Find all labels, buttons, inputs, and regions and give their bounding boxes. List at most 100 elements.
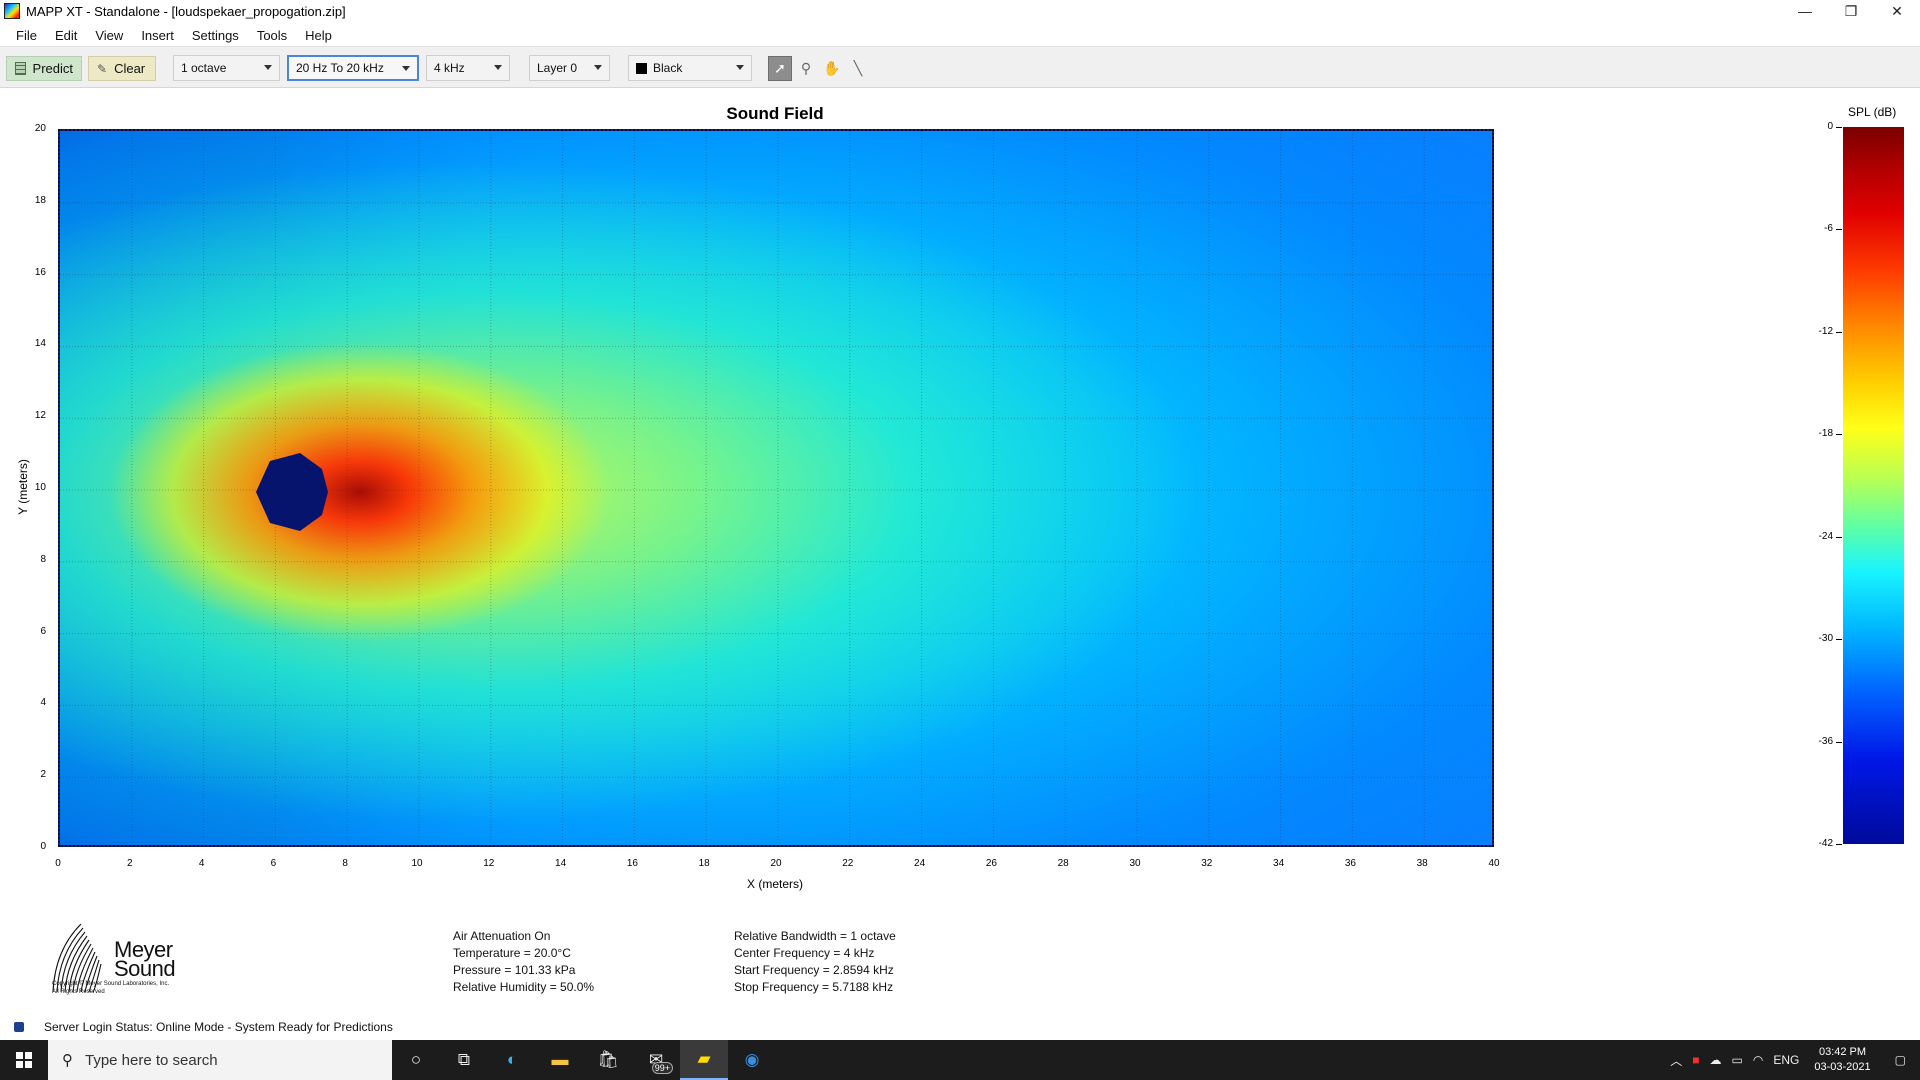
edge-browser-icon[interactable]: ◐ — [506, 1050, 518, 1069]
bandwidth-dropdown[interactable]: 1 octave — [173, 55, 280, 81]
x-tick-label: 34 — [1273, 858, 1285, 869]
frequency-info: Relative Bandwidth = 1 octave Center Fre… — [734, 929, 896, 994]
minimize-button[interactable]: — — [1798, 3, 1812, 19]
y-tick-label: 18 — [34, 194, 46, 206]
predict-button[interactable]: Predict — [6, 56, 82, 81]
x-tick-label: 10 — [411, 858, 423, 869]
meyer-sound-logo-icon — [52, 923, 102, 993]
task-view-icon[interactable]: ⧉ — [457, 1050, 471, 1069]
firefox-icon[interactable]: ◉ — [744, 1050, 760, 1069]
battery-icon[interactable]: ▭ — [1731, 1053, 1743, 1067]
sound-field-plot[interactable] — [58, 129, 1494, 847]
y-axis-label: Y (meters) — [16, 459, 30, 515]
zoom-icon[interactable]: ⚲ — [800, 60, 812, 76]
language-indicator[interactable]: ENG — [1773, 1053, 1800, 1067]
predict-label: Predict — [32, 61, 73, 76]
calculator-icon — [15, 62, 26, 75]
y-tick-label: 12 — [34, 410, 46, 422]
notification-icon[interactable]: ▢ — [1894, 1053, 1906, 1067]
bandwidth-value: 1 octave — [181, 61, 227, 75]
center-frequency-value: 4 kHz — [434, 61, 465, 75]
mail-icon[interactable]: ✉ 99+ — [632, 1040, 680, 1080]
x-tick-label: 14 — [555, 858, 567, 869]
search-placeholder: Type here to search — [85, 1051, 218, 1069]
x-tick-label: 30 — [1129, 858, 1141, 869]
windows-logo-icon — [16, 1052, 32, 1068]
menu-settings[interactable]: Settings — [191, 27, 239, 43]
search-icon: ⚲ — [62, 1052, 73, 1069]
select-arrow-icon[interactable]: ➚ — [768, 56, 792, 81]
color-dropdown[interactable]: Black — [628, 55, 752, 81]
menu-tools[interactable]: Tools — [256, 27, 288, 43]
menu-help[interactable]: Help — [305, 27, 332, 43]
file-explorer-icon[interactable]: ▬ — [551, 1050, 569, 1069]
plot-title: Sound Field — [726, 104, 824, 123]
x-tick-label: 26 — [985, 858, 997, 869]
y-tick-label: 6 — [40, 625, 46, 637]
menu-file[interactable]: File — [16, 27, 37, 43]
x-tick-label: 40 — [1488, 858, 1500, 869]
menu-bar: File Edit View Insert Settings Tools Hel… — [0, 24, 1920, 46]
y-tick-label: 16 — [34, 266, 46, 278]
colorbar-tick-label: -18 — [1793, 428, 1842, 439]
x-tick-label: 20 — [770, 858, 782, 869]
restore-button[interactable]: ❐ — [1844, 2, 1858, 19]
measure-line-icon[interactable]: ╲ — [853, 60, 863, 76]
x-tick-label: 8 — [342, 858, 348, 869]
server-status-text: Server Login Status: Online Mode - Syste… — [44, 1020, 393, 1034]
x-tick-label: 16 — [626, 858, 638, 869]
colorbar-tick-label: -24 — [1793, 531, 1842, 542]
taskbar-search[interactable]: ⚲ Type here to search — [48, 1040, 392, 1080]
color-swatch — [636, 62, 647, 74]
colorbar-tick-label: 0 — [1793, 121, 1842, 132]
cortana-icon[interactable]: ○ — [410, 1050, 422, 1069]
layer-dropdown[interactable]: Layer 0 — [529, 55, 610, 81]
x-tick-label: 22 — [842, 858, 854, 869]
lock-icon — [14, 1022, 24, 1032]
system-tray: ︿ ■ ☁ ▭ ◠ ENG 03:42 PM 03-03-2021 ▢ — [1665, 1040, 1920, 1080]
colorbar — [1843, 127, 1904, 844]
x-tick-label: 38 — [1416, 858, 1428, 869]
cloud-icon[interactable]: ☁ — [1709, 1053, 1722, 1067]
chevron-up-icon[interactable]: ︿ — [1670, 1053, 1683, 1068]
menu-view[interactable]: View — [95, 27, 124, 43]
x-tick-label: 24 — [914, 858, 926, 869]
y-tick-label: 2 — [40, 769, 46, 781]
app-tray-icon[interactable]: ■ — [1692, 1053, 1700, 1067]
start-button[interactable] — [0, 1040, 48, 1080]
menu-edit[interactable]: Edit — [54, 27, 78, 43]
frequency-range-dropdown[interactable]: 20 Hz To 20 kHz — [287, 55, 419, 81]
y-tick-label: 10 — [34, 482, 46, 493]
colorbar-tick-label: -30 — [1793, 633, 1842, 644]
menu-insert[interactable]: Insert — [141, 27, 174, 43]
clear-button[interactable]: ✎ Clear — [88, 56, 156, 81]
title-bar: MAPP XT - Standalone - [loudspekaer_prop… — [0, 0, 1920, 22]
eraser-icon: ✎ — [97, 62, 108, 76]
loudspeaker-source-marker[interactable] — [256, 453, 328, 531]
colorbar-tick-label: -6 — [1793, 223, 1842, 234]
x-tick-label: 0 — [55, 858, 61, 869]
app-icon — [4, 3, 20, 19]
store-icon[interactable]: 🛍 — [597, 1050, 619, 1069]
x-tick-label: 18 — [698, 858, 710, 869]
clock[interactable]: 03:42 PM 03-03-2021 — [1814, 1046, 1871, 1073]
mapp-xt-taskbar-icon[interactable]: ▰ — [680, 1040, 728, 1080]
chevron-down-icon — [594, 65, 602, 70]
plot-grid — [60, 131, 1492, 845]
pan-hand-icon[interactable]: ✋ — [823, 60, 841, 76]
colorbar-title: SPL (dB) — [1848, 105, 1897, 119]
air-conditions-info: Air Attenuation On Temperature = 20.0°C … — [453, 929, 595, 994]
chevron-down-icon — [402, 66, 410, 71]
frequency-range-value: 20 Hz To 20 kHz — [296, 61, 384, 75]
chevron-down-icon — [264, 65, 272, 70]
mail-badge: 99+ — [651, 1062, 673, 1074]
center-frequency-dropdown[interactable]: 4 kHz — [426, 55, 510, 81]
logo-copyright: Copyright © Meyer Sound Laboratories, In… — [52, 981, 170, 995]
color-value: Black — [653, 61, 683, 75]
close-button[interactable]: ✕ — [1891, 2, 1903, 19]
wifi-icon[interactable]: ◠ — [1752, 1053, 1764, 1067]
y-tick-label: 0 — [40, 841, 46, 852]
y-tick-label: 8 — [40, 553, 46, 565]
x-tick-label: 28 — [1057, 858, 1069, 869]
x-tick-label: 6 — [270, 858, 277, 869]
